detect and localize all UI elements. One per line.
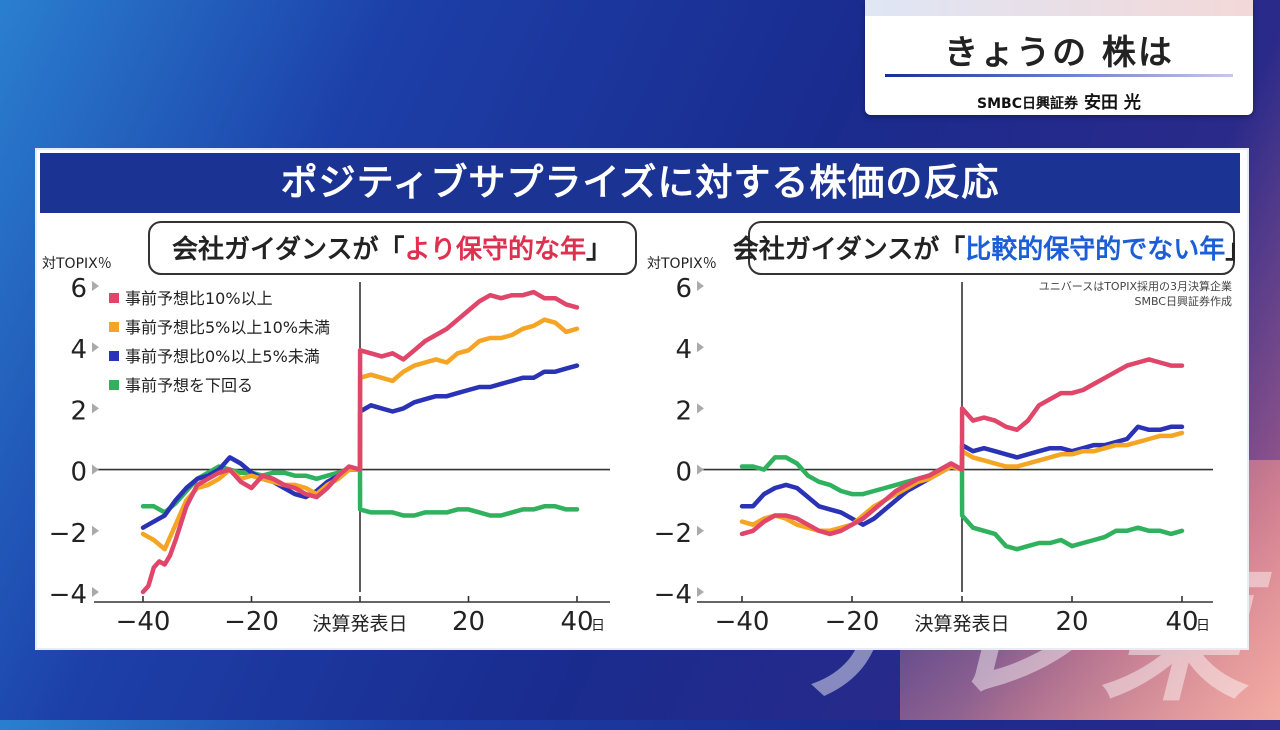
chart2-ytick-marker	[697, 342, 704, 353]
program-title: きょうの 株は	[944, 33, 1174, 73]
chart1-ytick-marker	[92, 525, 99, 536]
chart2-ytick-label: 6	[675, 274, 692, 304]
chart1-xtick-label: 決算発表日	[312, 613, 407, 635]
chart1-label-highlight: より保守的な年	[404, 234, 585, 265]
chart-panel: ポジティブサプライズに対する株価の反応 会社ガイダンスが「より保守的な年」 対TO…	[35, 148, 1249, 650]
chart1-legend-label: 事前予想比10%以上	[125, 289, 273, 308]
chart1-series-green-line	[140, 464, 580, 518]
chart2-xtick-label: −40	[715, 607, 770, 637]
chart2-xtick-label: 決算発表日	[914, 613, 1009, 635]
chart2-ytick-marker	[697, 464, 704, 475]
chart1-ytick-label: 6	[70, 274, 87, 304]
chart1-xtick-label: −20	[224, 607, 279, 637]
chart1-legend-swatch	[109, 322, 119, 332]
chart2-label-highlight: 比較的保守的でない年	[965, 234, 1225, 265]
chart1-legend-swatch	[109, 351, 119, 361]
chart1-ytick-marker	[92, 403, 99, 414]
chart1-series-red-line	[140, 289, 580, 595]
chart2-label-box	[748, 221, 1235, 275]
chart2-series-green-line	[739, 455, 1185, 552]
chart1-ytick-label: 4	[70, 335, 87, 365]
chart2-ytick-marker	[697, 587, 704, 597]
chart2-series-red-line	[739, 357, 1185, 537]
chart1-legend-label: 事前予想を下回る	[125, 376, 253, 395]
presenter-name: 安田 光	[1084, 93, 1141, 113]
chart1-xtick-label: −40	[116, 607, 171, 637]
chart1-ytick-marker	[92, 464, 99, 475]
chart2-ytick-marker	[697, 403, 704, 414]
chart1-label-prefix: 会社ガイダンスが「	[172, 234, 404, 265]
chart1-x-unit: 日	[591, 618, 605, 634]
chart1-ytick-label: −2	[49, 519, 87, 549]
chart2-ytick-label: −2	[654, 519, 692, 549]
chart1-legend-swatch	[109, 380, 119, 390]
chart2-ytick-label: 0	[675, 458, 692, 488]
chart1-label-box	[148, 221, 637, 275]
chart1-legend-swatch	[109, 293, 119, 303]
chart1-ytick-label: 0	[70, 458, 87, 488]
chart2-x-unit: 日	[1196, 618, 1210, 634]
chart1-label-suffix: 」	[586, 235, 612, 265]
chart2-ylabel: 対TOPIX％	[647, 256, 717, 272]
presenter-org: SMBC日興証券	[977, 96, 1079, 112]
card-divider	[885, 74, 1233, 77]
chart2-label-suffix: 」	[1225, 235, 1247, 265]
chart2-label: 会社ガイダンスが「比較的保守的でない年」	[733, 234, 1247, 265]
chart2-xtick-label: 40	[1165, 607, 1198, 637]
presenter-credit: SMBC日興証券 安田 光	[865, 88, 1253, 113]
chart2-label-prefix: 会社ガイダンスが「	[733, 234, 965, 265]
chart1-label: 会社ガイダンスが「より保守的な年」	[172, 234, 612, 265]
chart1-ytick-marker	[92, 342, 99, 353]
chart2-xtick-label: −20	[825, 607, 880, 637]
chart1-legend-label: 事前予想比0%以上5%未満	[125, 347, 320, 366]
chart2-ytick-label: 4	[675, 335, 692, 365]
card-top-bar	[865, 0, 1253, 16]
chart2-ytick-marker	[697, 281, 704, 291]
chart1-legend-label: 事前予想比5%以上10%未満	[125, 318, 330, 337]
program-title-card: きょうの 株は SMBC日興証券 安田 光	[865, 0, 1253, 115]
chart2-ytick-marker	[697, 525, 704, 536]
panel-title: ポジティブサプライズに対する株価の反応	[40, 153, 1240, 213]
chart1-ytick-label: 2	[70, 396, 87, 426]
chart2-ytick-label: −4	[654, 580, 692, 610]
chart1-ylabel: 対TOPIX％	[42, 256, 112, 272]
chart1-xtick-label: 20	[452, 607, 485, 637]
chart2-note-line1: ユニバースはTOPIX採用の3月決算企業	[1039, 279, 1232, 293]
chart2-ytick-label: 2	[675, 396, 692, 426]
chart2-note-line2: SMBC日興証券作成	[1134, 294, 1232, 308]
chart2-xtick-label: 20	[1055, 607, 1088, 637]
chart1-xtick-label: 40	[560, 607, 593, 637]
chart1-ytick-marker	[92, 281, 99, 291]
chart1-ytick-label: −4	[49, 580, 87, 610]
chart1-ytick-marker	[92, 587, 99, 597]
